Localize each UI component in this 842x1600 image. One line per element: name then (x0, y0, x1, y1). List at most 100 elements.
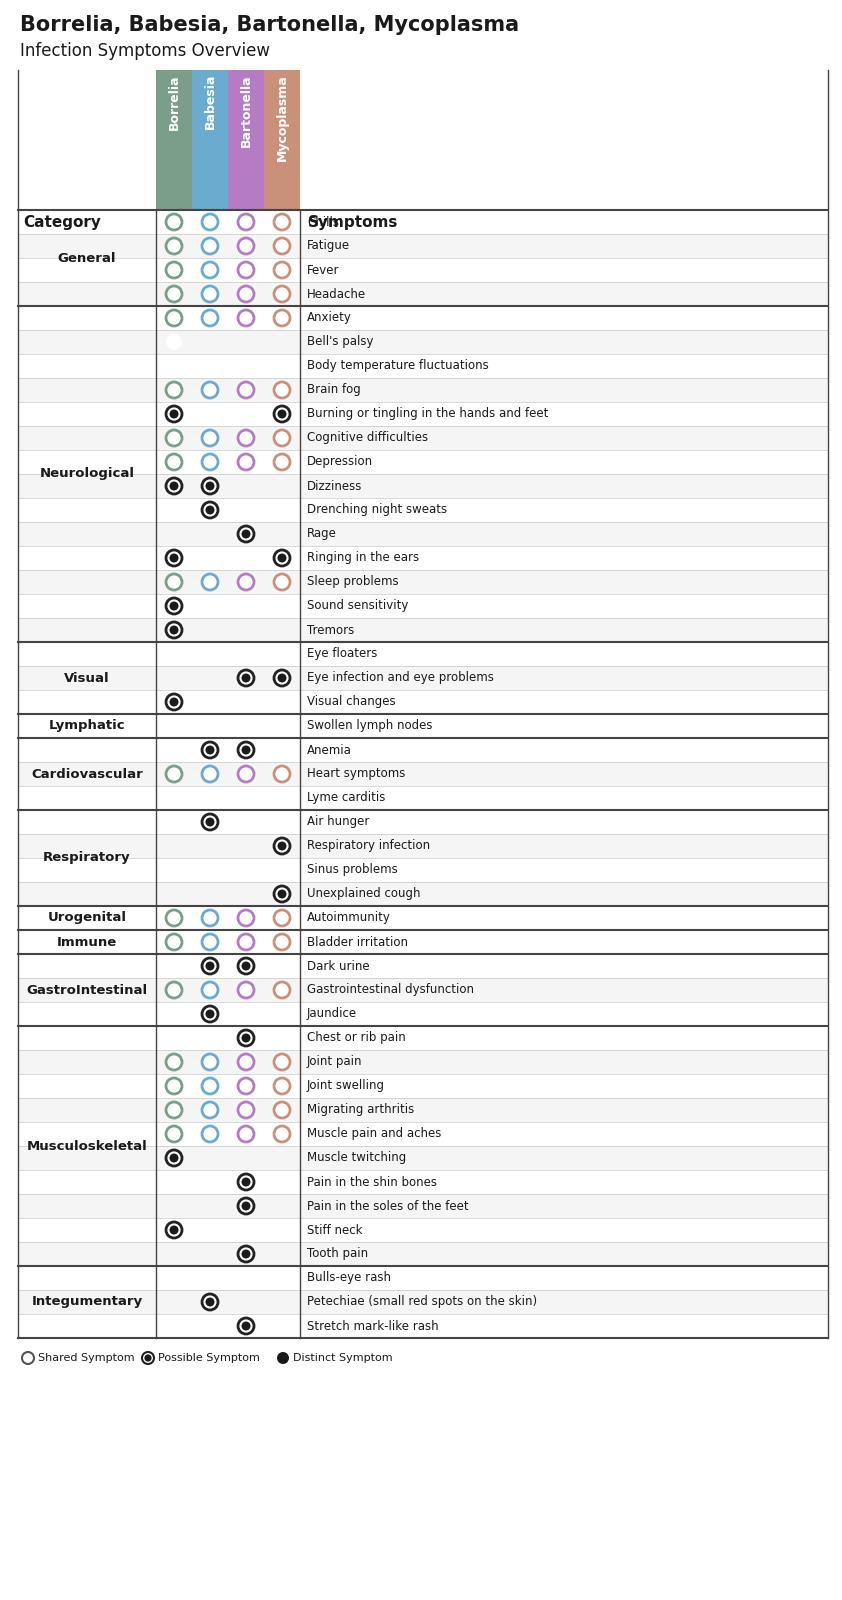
Text: Unexplained cough: Unexplained cough (307, 888, 420, 901)
Bar (18, 306, 828, 330)
Bar (18, 1194, 828, 1218)
Text: Dark urine: Dark urine (307, 960, 370, 973)
Bar (192, 70, 228, 1338)
Circle shape (274, 886, 290, 902)
Bar (18, 546, 828, 570)
Text: Lyme carditis: Lyme carditis (307, 792, 386, 805)
Bar (18, 1290, 828, 1314)
Circle shape (169, 410, 179, 419)
Text: General: General (58, 251, 116, 264)
Circle shape (274, 982, 290, 998)
Circle shape (166, 310, 182, 326)
Text: Sleep problems: Sleep problems (307, 576, 398, 589)
Circle shape (238, 742, 254, 758)
Circle shape (238, 934, 254, 950)
Circle shape (202, 238, 218, 254)
Text: Bladder irritation: Bladder irritation (307, 936, 408, 949)
Circle shape (202, 1078, 218, 1094)
Circle shape (274, 934, 290, 950)
Text: Babesia: Babesia (204, 74, 216, 130)
Text: Borrelia: Borrelia (168, 74, 180, 130)
Bar (18, 1314, 828, 1338)
Text: Dizziness: Dizziness (307, 480, 362, 493)
Bar (18, 234, 828, 258)
Bar (18, 666, 828, 690)
Circle shape (278, 842, 286, 851)
Bar (18, 1026, 828, 1050)
Circle shape (274, 1126, 290, 1142)
Circle shape (242, 1178, 251, 1187)
Circle shape (238, 382, 254, 398)
Circle shape (166, 1270, 182, 1286)
Text: Pain in the shin bones: Pain in the shin bones (307, 1176, 437, 1189)
Circle shape (278, 890, 286, 899)
Circle shape (202, 1294, 218, 1310)
Text: Neurological: Neurological (40, 467, 135, 480)
Circle shape (238, 526, 254, 542)
Circle shape (238, 1174, 254, 1190)
Circle shape (242, 530, 251, 539)
Circle shape (166, 1126, 182, 1142)
Bar (18, 618, 828, 642)
Circle shape (205, 962, 215, 971)
Bar (18, 762, 828, 786)
Circle shape (242, 1250, 251, 1259)
Text: Anemia: Anemia (307, 744, 352, 757)
Circle shape (238, 238, 254, 254)
Circle shape (205, 506, 215, 515)
Circle shape (238, 958, 254, 974)
Text: Air hunger: Air hunger (307, 816, 370, 829)
Bar (18, 1002, 828, 1026)
Circle shape (274, 838, 290, 854)
Circle shape (274, 454, 290, 470)
Circle shape (238, 454, 254, 470)
Circle shape (169, 554, 179, 563)
Text: Jaundice: Jaundice (307, 1008, 357, 1021)
Circle shape (202, 1006, 218, 1022)
Bar (18, 1266, 828, 1290)
Circle shape (166, 1102, 182, 1118)
Text: Stiff neck: Stiff neck (307, 1224, 363, 1237)
Circle shape (238, 910, 254, 926)
Text: Drenching night sweats: Drenching night sweats (307, 504, 447, 517)
Circle shape (274, 574, 290, 590)
Circle shape (205, 1010, 215, 1019)
Circle shape (202, 214, 218, 230)
Circle shape (166, 430, 182, 446)
Text: Gastrointestinal dysfunction: Gastrointestinal dysfunction (307, 984, 474, 997)
Circle shape (278, 674, 286, 683)
Bar (18, 450, 828, 474)
Text: Shared Symptom: Shared Symptom (38, 1354, 135, 1363)
Circle shape (238, 1246, 254, 1262)
Text: Autoimmunity: Autoimmunity (307, 912, 391, 925)
Text: Swollen lymph nodes: Swollen lymph nodes (307, 720, 433, 733)
Circle shape (202, 934, 218, 950)
Circle shape (242, 1202, 251, 1211)
Text: Musculoskeletal: Musculoskeletal (27, 1139, 147, 1152)
Circle shape (242, 746, 251, 755)
Circle shape (166, 694, 182, 710)
Circle shape (166, 1078, 182, 1094)
Circle shape (274, 238, 290, 254)
Bar (18, 258, 828, 282)
Text: Muscle twitching: Muscle twitching (307, 1152, 406, 1165)
Text: Chest or rib pain: Chest or rib pain (307, 1032, 406, 1045)
Bar (18, 1146, 828, 1170)
Circle shape (202, 766, 218, 782)
Circle shape (205, 746, 215, 755)
Circle shape (238, 1030, 254, 1046)
Text: Burning or tingling in the hands and feet: Burning or tingling in the hands and fee… (307, 408, 548, 421)
Circle shape (274, 430, 290, 446)
Text: Sound sensitivity: Sound sensitivity (307, 600, 408, 613)
Text: Respiratory: Respiratory (43, 851, 131, 864)
Circle shape (166, 214, 182, 230)
Bar (18, 522, 828, 546)
Bar (18, 210, 828, 234)
Circle shape (144, 1354, 152, 1362)
Bar (18, 354, 828, 378)
Text: Lymphatic: Lymphatic (49, 720, 125, 733)
Circle shape (238, 670, 254, 686)
Circle shape (166, 262, 182, 278)
Text: Joint pain: Joint pain (307, 1056, 363, 1069)
Circle shape (202, 262, 218, 278)
